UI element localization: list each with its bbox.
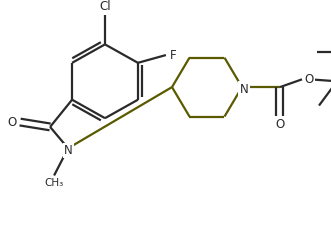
Text: Cl: Cl — [99, 0, 111, 13]
Text: O: O — [305, 73, 314, 86]
Text: F: F — [169, 49, 176, 62]
Text: O: O — [8, 116, 17, 128]
Text: O: O — [275, 119, 285, 131]
Text: N: N — [64, 144, 72, 157]
Text: CH₃: CH₃ — [44, 178, 64, 188]
Text: N: N — [240, 83, 248, 96]
